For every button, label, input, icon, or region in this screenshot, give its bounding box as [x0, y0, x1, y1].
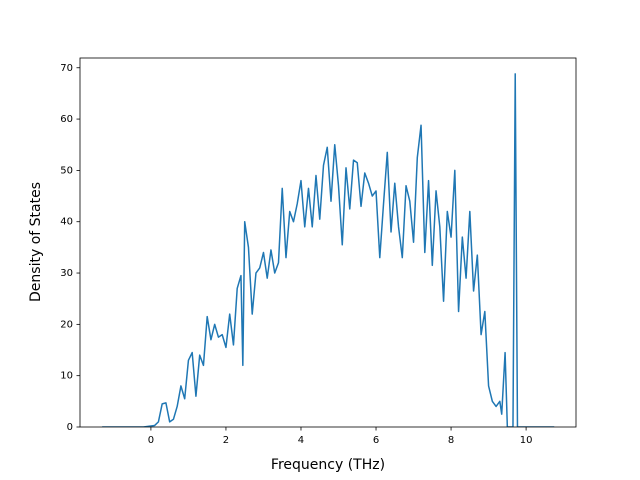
x-tick-label: 0 — [148, 435, 154, 446]
y-tick-label: 40 — [60, 217, 73, 228]
x-tick-label: 4 — [298, 435, 304, 446]
y-tick-label: 10 — [60, 371, 73, 382]
x-axis-label: Frequency (THz) — [271, 457, 385, 473]
axes-frame — [79, 57, 577, 428]
y-tick-label: 50 — [60, 165, 73, 176]
y-tick-label: 0 — [67, 422, 73, 433]
x-tick-label: 2 — [223, 435, 229, 446]
x-tick-label: 8 — [448, 435, 454, 446]
y-tick-label: 70 — [60, 63, 73, 74]
y-tick-label: 20 — [60, 319, 73, 330]
x-tick-label: 6 — [373, 435, 379, 446]
plot-area — [102, 73, 555, 427]
x-tick-label: 10 — [520, 435, 533, 446]
y-axis-label: Density of States — [28, 182, 44, 302]
y-tick-label: 60 — [60, 114, 73, 125]
y-tick-label: 30 — [60, 268, 73, 279]
data-line — [102, 73, 555, 427]
